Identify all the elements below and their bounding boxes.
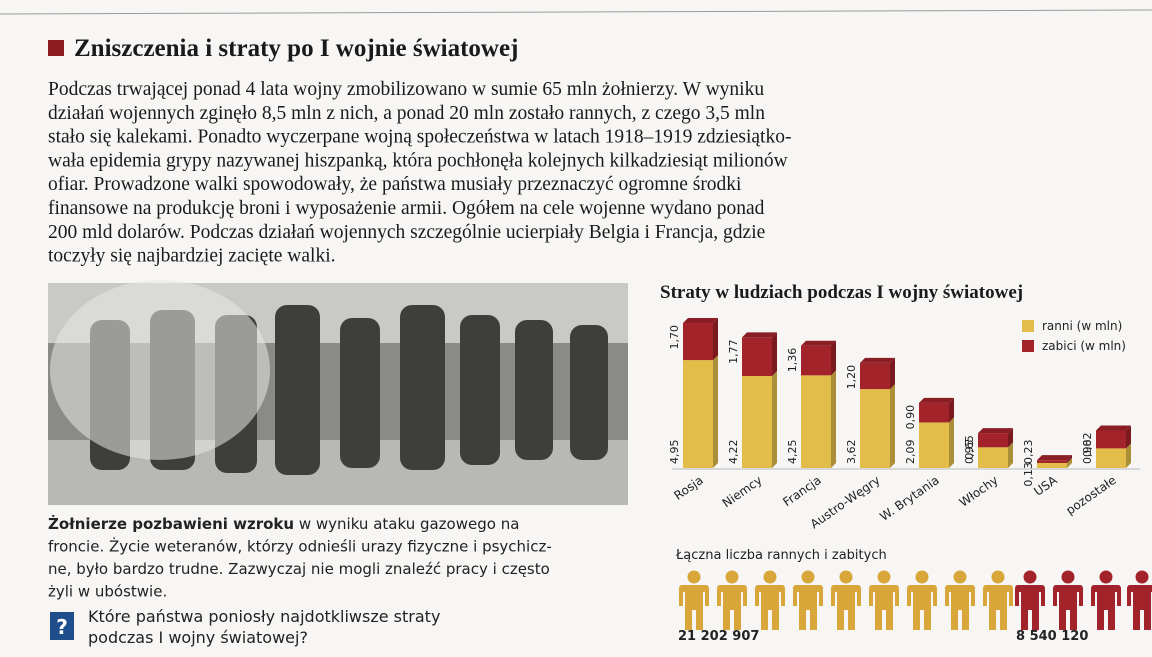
bar-front [978,447,1008,468]
bar-front [801,346,831,376]
bar-segment [801,370,836,468]
bar-segment [1096,426,1131,449]
value-label: 0,82 [1081,433,1094,458]
bar-top [978,428,1013,433]
value-label: 4,95 [668,440,681,465]
bar-segment [860,384,895,468]
bar-side [772,332,777,376]
body-line: Podczas trwającej ponad 4 lata wojny zmo… [48,79,764,100]
caption-line: ne, było bardzo trudne. Zazwyczaj nie mo… [48,560,550,578]
bar-side [890,384,895,468]
bar-front [1096,431,1126,449]
value-label: 4,25 [786,440,799,465]
bar-front [860,389,890,468]
bar-front [683,323,713,360]
bar-front [978,433,1008,447]
bar-front [742,337,772,376]
body-line: 200 mld dolarów. Podczas działań wojenny… [48,222,765,243]
value-label: 0,65 [963,435,976,460]
value-label: 2,09 [904,440,917,465]
body-line: wała epidemia grypy nazywanej hiszpanką,… [48,150,788,171]
bar-side [949,417,954,468]
value-label: 3,62 [845,440,858,465]
bar-front [919,422,949,468]
value-label: 0,13 [1022,462,1035,487]
bar-side [890,358,895,389]
caption-text: w wyniku ataku gazowego na [299,515,520,533]
bar-segment [1037,455,1072,463]
bar-segment [919,398,954,423]
body-line: stało się kalekami. Ponadto wyczerpane w… [48,127,791,148]
bar-top [683,318,718,323]
bar-top [1096,426,1131,431]
bar-front [860,363,890,389]
bar-top [1037,455,1072,460]
body-line: finansowe na produkcję broni i wyposażen… [48,198,765,219]
legend-label: ranni (w mln) [1042,319,1122,333]
question-icon: ? [56,615,68,639]
value-label: 1,20 [845,365,858,390]
bar-front [683,360,713,468]
totals-title: Łączna liczba rannych i zabitych [675,548,887,563]
textbook-page: Zniszczenia i straty po I wojnie światow… [0,0,1152,657]
bar-segment [860,358,895,389]
bar-segment [742,371,777,468]
legend-swatch [1022,340,1034,352]
body-line: działań wojennych zginęło 8,5 mln z nich… [48,103,765,124]
bar-segment [742,332,777,376]
bar-front [1096,448,1126,468]
body-line: toczyły się najbardziej zacięte walki. [48,246,335,267]
photo [48,280,628,505]
title: Zniszczenia i straty po I wojnie światow… [74,35,518,62]
bar-front [919,403,949,423]
question-line: Które państwa poniosły najdotkliwsze str… [88,607,440,626]
caption-line: żyli w ubóstwie. [48,583,167,601]
bar-side [772,371,777,468]
value-label: 4,22 [727,440,740,465]
body-line: ofiar. Prowadzone walki spowodowały, że … [48,174,742,195]
caption-line: froncie. Życie weteranów, którzy odnieśl… [48,537,552,556]
bar-front [1037,460,1067,463]
bar-side [713,318,718,360]
value-label: 0,90 [904,405,917,430]
bar-side [713,355,718,468]
value-label: 1,70 [668,325,681,350]
bar-top [860,358,895,363]
caption-bold: Żołnierze pozbawieni wzroku [48,514,294,533]
bar-front [1037,463,1067,468]
legend-label: zabici (w mln) [1042,339,1126,353]
bar-top [919,398,954,403]
bar-segment [978,428,1013,447]
bar-top [801,341,836,346]
bar-side [831,341,836,376]
question-line: podczas I wojny światowej? [88,628,308,647]
bar-side [831,370,836,468]
value-label: 1,77 [727,339,740,364]
chart-title: Straty w ludziach podczas I wojny świato… [660,282,1023,303]
caption-line: Żołnierze pozbawieni wzroku w wyniku ata… [48,514,519,533]
bar-top [742,332,777,337]
killed-total: 8 540 120 [1016,629,1088,644]
wounded-total: 21 202 907 [678,629,759,644]
bar-segment [683,318,718,360]
value-label: 0,23 [1022,440,1035,465]
bar-segment [919,417,954,468]
bar-segment [683,355,718,468]
value-label: 1,36 [786,348,799,373]
bar-front [742,376,772,468]
bar-front [801,375,831,468]
bar-segment [801,341,836,376]
legend-swatch [1022,320,1034,332]
title-square [48,40,64,56]
page: Zniszczenia i straty po I wojnie światow… [0,0,1152,657]
